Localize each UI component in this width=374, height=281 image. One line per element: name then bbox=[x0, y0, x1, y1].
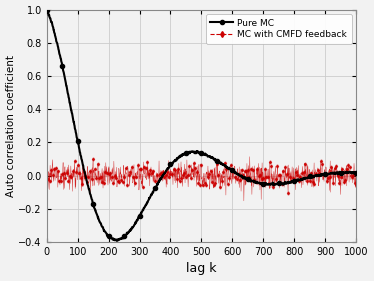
Legend: Pure MC, MC with CMFD feedback: Pure MC, MC with CMFD feedback bbox=[206, 14, 352, 44]
Y-axis label: Auto correlation coefficient: Auto correlation coefficient bbox=[6, 55, 16, 197]
X-axis label: lag k: lag k bbox=[186, 262, 217, 275]
